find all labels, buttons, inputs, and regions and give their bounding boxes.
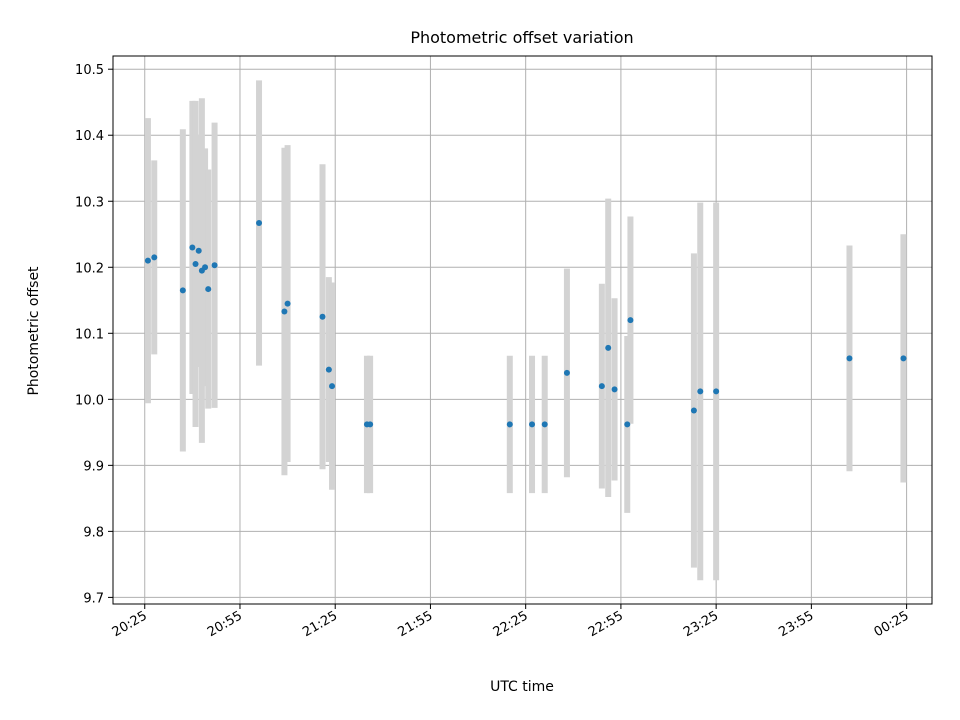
y-tick-label: 10.3 [75,195,104,210]
data-point [846,355,853,362]
data-point [329,383,336,390]
data-point [284,300,291,307]
data-point [195,247,202,254]
data-point [605,344,612,351]
chart-title: Photometric offset variation [410,28,633,47]
data-point [697,388,704,395]
y-tick-label: 9.8 [83,525,104,540]
data-point [563,369,570,376]
y-axis-label: Photometric offset [26,266,42,396]
data-point [211,262,218,269]
data-point [179,287,186,294]
grid-lines [113,56,932,604]
data-point [189,244,196,251]
data-points [144,220,907,428]
data-point [192,260,199,267]
data-point [690,407,697,414]
data-point [281,308,288,315]
data-point [205,286,212,293]
data-point [256,220,263,227]
data-point [506,421,513,428]
data-point [541,421,548,428]
data-point [529,421,536,428]
y-tick-label: 9.7 [83,591,104,606]
y-tick-label: 10.2 [75,261,104,276]
y-tick-label: 10.0 [75,393,104,408]
data-point [367,421,374,428]
y-tick-label: 10.5 [75,63,104,78]
data-point [713,388,720,395]
y-tick-label: 9.9 [83,459,104,474]
data-point [202,264,209,271]
data-point [627,317,634,324]
data-point [319,313,326,320]
data-point [151,254,158,261]
data-point [624,421,631,428]
data-point [900,355,907,362]
data-point [325,366,332,373]
plot-area-frame [112,55,933,605]
y-tick-label: 10.4 [75,129,104,144]
y-tick-label: 10.1 [75,327,104,342]
data-point [598,383,605,390]
data-point [144,257,151,264]
data-point [611,386,618,393]
x-axis-label: UTC time [490,679,554,695]
